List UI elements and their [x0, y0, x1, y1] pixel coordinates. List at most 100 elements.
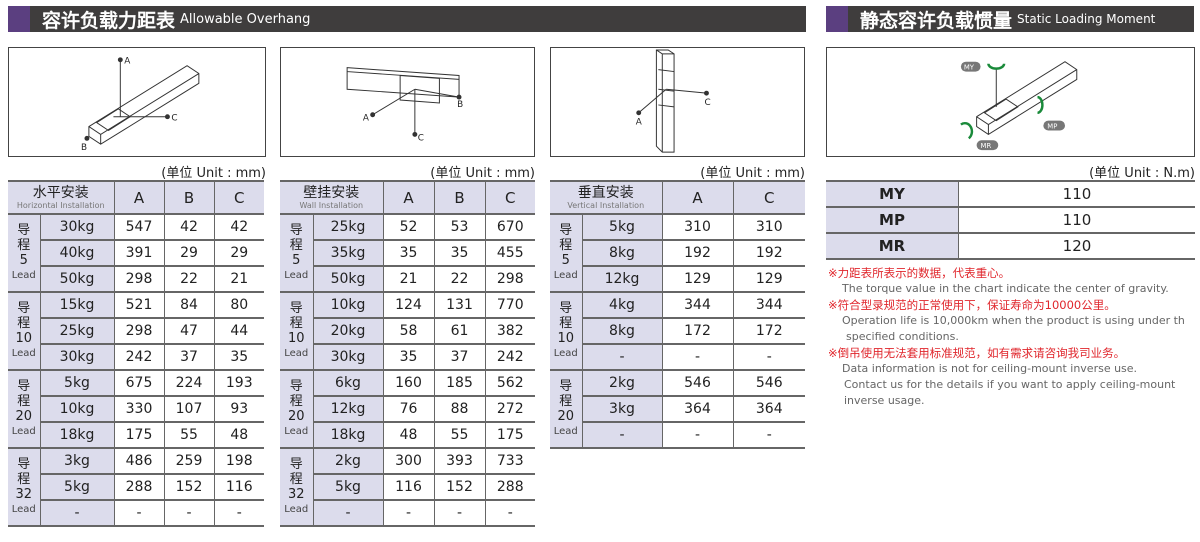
- column-header: C: [485, 180, 535, 215]
- lead-word: Lead: [284, 504, 309, 515]
- table-row: 35kg 35 35 455: [280, 240, 535, 267]
- note-zh: ※符合型录规范的正常使用下，保证寿命为10000公里。: [828, 298, 1116, 312]
- load-cell: 5kg: [40, 474, 115, 501]
- lead-word: Lead: [284, 426, 309, 437]
- lead-value: 20: [287, 409, 305, 424]
- load-cell: 2kg: [582, 370, 663, 397]
- notes: ※力距表所表示的数据，代表重心。 The torque value in the…: [828, 265, 1200, 409]
- table-row: 导程 5 Lead 5kg 310 310: [550, 214, 805, 293]
- value-cell: 22: [164, 266, 215, 293]
- load-cell: 12kg: [582, 266, 663, 293]
- value-cell: 42: [214, 214, 264, 241]
- lead-word: Lead: [553, 426, 578, 437]
- accent-block: [8, 6, 30, 32]
- value-cell: 35: [383, 344, 435, 371]
- unit-label: (单位 Unit : mm): [430, 166, 535, 181]
- title-zh: 垂直安装: [577, 184, 634, 201]
- lead-value: 10: [287, 331, 305, 346]
- value-cell: 35: [383, 240, 435, 267]
- value-cell: 298: [114, 318, 165, 345]
- lead-cell: 导程 20 Lead: [280, 370, 314, 449]
- horizontal-overhang-table: 水平安装 Horizontal Installation A B C 导程 5 Lead 30k…: [8, 180, 264, 527]
- title-en: Horizontal Installation: [16, 200, 105, 210]
- lead-zh: 导程: [17, 457, 31, 487]
- load-cell: 18kg: [313, 422, 384, 449]
- section-header-allowable-overhang: 容许负载力距表 Allowable Overhang: [8, 6, 806, 32]
- note-en: specified conditions.: [846, 330, 959, 343]
- table-row: 8kg 172 172: [550, 318, 805, 345]
- value-cell: 455: [485, 240, 535, 267]
- value-cell: 300: [383, 448, 435, 475]
- lead-zh: 导程: [559, 223, 573, 253]
- table-row: 10kg 330 107 93: [8, 396, 264, 423]
- value-cell: 288: [114, 474, 165, 501]
- value-cell: 310: [733, 214, 805, 241]
- wall-diagram: A B C: [280, 47, 535, 157]
- lead-cell: 导程 10 Lead: [550, 292, 583, 371]
- lead-word: Lead: [553, 270, 578, 281]
- lead-zh: 导程: [289, 223, 303, 253]
- note-en: Data information is not for ceiling-moun…: [842, 362, 1138, 375]
- moment-name: MR: [826, 233, 959, 260]
- load-cell: 10kg: [40, 396, 115, 423]
- value-cell: 61: [434, 318, 486, 345]
- load-cell: -: [40, 500, 115, 527]
- table-row: 20kg 58 61 382: [280, 318, 535, 345]
- column-header: A: [114, 180, 165, 215]
- table-row: 导程 20 Lead 5kg 675 224 193: [8, 370, 264, 449]
- column-header: B: [434, 180, 486, 215]
- lead-value: 20: [15, 409, 33, 424]
- value-cell: 88: [434, 396, 486, 423]
- value-cell: 47: [164, 318, 215, 345]
- svg-text:C: C: [705, 98, 711, 108]
- lead-cell: 导程 10 Lead: [8, 292, 41, 371]
- load-cell: 3kg: [40, 448, 115, 475]
- value-cell: -: [485, 500, 535, 527]
- load-cell: 30kg: [40, 344, 115, 371]
- lead-cell: 导程 32 Lead: [8, 448, 41, 527]
- load-cell: -: [313, 500, 384, 527]
- value-cell: 393: [434, 448, 486, 475]
- value-cell: 272: [485, 396, 535, 423]
- load-cell: 4kg: [582, 292, 663, 319]
- table-row: 5kg 116 152 288: [280, 474, 535, 501]
- note-zh: ※力距表所表示的数据，代表重心。: [828, 266, 1011, 280]
- value-cell: 298: [114, 266, 165, 293]
- value-cell: 55: [434, 422, 486, 449]
- load-cell: 10kg: [313, 292, 384, 319]
- value-cell: 298: [485, 266, 535, 293]
- installation-title: 壁挂安装 Wall Installation: [280, 180, 384, 215]
- title-zh: 水平安装: [32, 184, 89, 201]
- header-row: 壁挂安装 Wall Installation A B C: [280, 180, 535, 215]
- value-cell: 29: [214, 240, 264, 267]
- value-cell: 129: [733, 266, 805, 293]
- value-cell: 116: [383, 474, 435, 501]
- load-cell: 40kg: [40, 240, 115, 267]
- lead-cell: 导程 5 Lead: [280, 214, 314, 293]
- table-row: ----: [280, 500, 535, 527]
- moment-name: MP: [826, 207, 959, 234]
- installation-title: 水平安装 Horizontal Installation: [8, 180, 115, 215]
- table-row: 导程 10 Lead 15kg 521 84 80: [8, 292, 264, 371]
- accent-block: [826, 6, 848, 32]
- load-cell: 30kg: [40, 214, 115, 241]
- load-cell: 25kg: [313, 214, 384, 241]
- table-row: 40kg 391 29 29: [8, 240, 264, 267]
- lead-value: 32: [15, 487, 33, 502]
- table-row: 18kg 48 55 175: [280, 422, 535, 449]
- value-cell: 310: [662, 214, 734, 241]
- load-cell: 2kg: [313, 448, 384, 475]
- value-cell: 131: [434, 292, 486, 319]
- value-cell: 364: [733, 396, 805, 423]
- value-cell: -: [434, 500, 486, 527]
- lead-cell: 导程 20 Lead: [550, 370, 583, 449]
- value-cell: 42: [164, 214, 215, 241]
- value-cell: 733: [485, 448, 535, 475]
- table-row: 8kg 192 192: [550, 240, 805, 267]
- load-cell: 50kg: [313, 266, 384, 293]
- column-header: B: [164, 180, 215, 215]
- lead-cell: 导程 5 Lead: [8, 214, 41, 293]
- note-en: The torque value in the chart indicate t…: [842, 282, 1169, 295]
- header-title-en: Static Loading Moment: [1017, 12, 1156, 26]
- svg-text:MR: MR: [981, 142, 992, 150]
